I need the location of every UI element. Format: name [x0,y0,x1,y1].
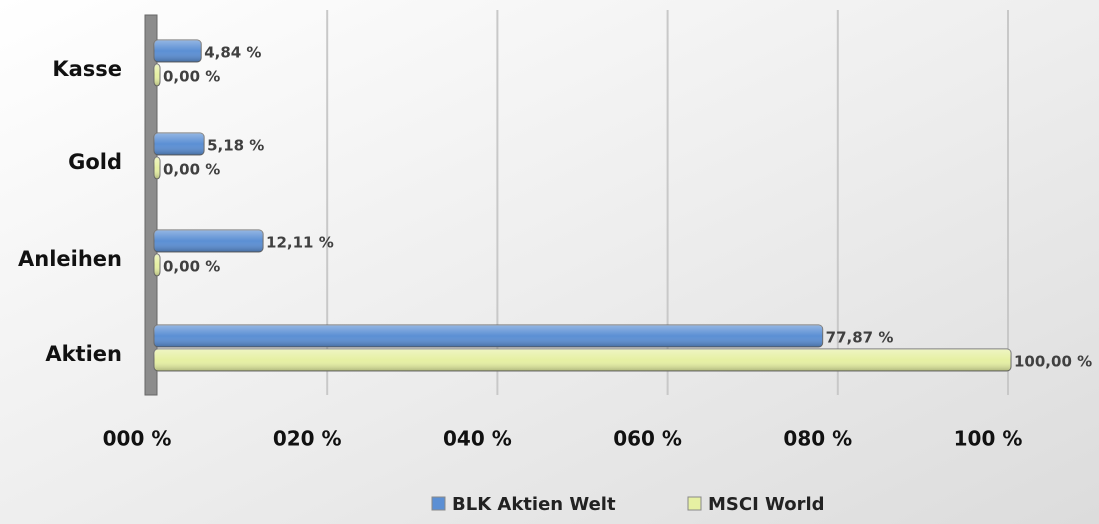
bar-shade [154,64,160,86]
bar-shade [154,254,160,276]
x-tick-label: 100 % [954,427,1023,451]
y-tick-label: Anleihen [18,247,122,271]
value-label: 0,00 % [163,258,220,276]
bar-shade [154,230,263,252]
y-tick-label: Gold [68,150,122,174]
value-label: 77,87 % [826,329,894,347]
chart: 000 % 020 % 040 % 060 % 080 % 100 % Kasse 4,84 … [0,0,1099,524]
legend-swatch [688,497,701,510]
bar-shade [154,40,201,62]
bar-shade [154,325,823,347]
x-tick-label: 060 % [613,427,682,451]
value-label: 12,11 % [266,234,334,252]
y-tick-label: Kasse [52,57,122,81]
y-tick-label: Aktien [45,342,122,366]
x-tick-label: 000 % [103,427,172,451]
bar-shade [154,157,160,179]
bar-shade [154,133,204,155]
bar-shade [154,349,1011,371]
value-label: 0,00 % [163,68,220,86]
x-tick-label: 080 % [783,427,852,451]
value-label: 5,18 % [207,137,264,155]
x-tick-label: 040 % [443,427,512,451]
legend-swatch [432,497,445,510]
legend-label: MSCI World [708,494,825,515]
x-tick-label: 020 % [273,427,342,451]
value-label: 0,00 % [163,161,220,179]
value-label: 100,00 % [1014,353,1092,371]
legend-label: BLK Aktien Welt [452,494,616,515]
value-label: 4,84 % [204,44,261,62]
